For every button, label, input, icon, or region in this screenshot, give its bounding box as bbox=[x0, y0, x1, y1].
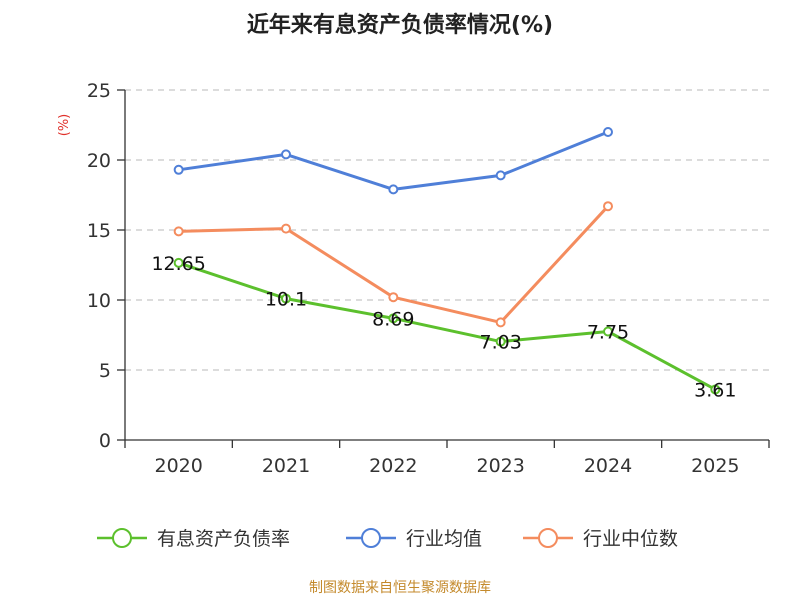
data-point bbox=[281, 149, 291, 160]
legend: 有息资产负债率 行业均值 行业中位数 bbox=[97, 528, 678, 550]
series-line-0 bbox=[177, 261, 717, 391]
series-line-1 bbox=[177, 130, 610, 191]
data-point bbox=[388, 184, 399, 195]
legend-label: 行业均值 bbox=[406, 528, 482, 550]
x-tick-label: 2021 bbox=[262, 455, 310, 477]
legend-label: 有息资产负债率 bbox=[157, 528, 290, 550]
data-label: 7.75 bbox=[587, 322, 629, 344]
data-label: 10.1 bbox=[265, 289, 307, 311]
x-tick-label: 2020 bbox=[154, 455, 202, 477]
y-tick-label: 10 bbox=[87, 290, 111, 312]
data-point bbox=[603, 201, 613, 212]
data-point bbox=[495, 336, 506, 347]
data-labels: 12.65 10.1 8.69 7.03 7.75 3.61 bbox=[151, 253, 736, 402]
data-point bbox=[281, 293, 291, 304]
data-point bbox=[495, 170, 506, 181]
data-point bbox=[173, 164, 184, 175]
x-tick-label: 2023 bbox=[476, 455, 524, 477]
data-point bbox=[173, 226, 184, 237]
data-label: 12.65 bbox=[151, 253, 205, 275]
series-layer bbox=[173, 127, 721, 395]
legend-marker bbox=[361, 528, 381, 548]
data-point bbox=[603, 127, 613, 137]
data-point bbox=[388, 292, 399, 303]
data-label: 8.69 bbox=[372, 308, 414, 330]
legend-marker bbox=[538, 528, 558, 548]
data-point bbox=[603, 326, 613, 337]
x-tick-label: 2024 bbox=[584, 455, 632, 477]
y-tick-label: 25 bbox=[87, 80, 111, 102]
y-tick-label: 20 bbox=[87, 150, 111, 172]
chart-title: 近年来有息资产负债率情况(%) bbox=[247, 12, 553, 38]
data-point bbox=[495, 317, 506, 328]
y-tick-label: 15 bbox=[87, 220, 111, 242]
y-tick-label: 0 bbox=[99, 430, 111, 452]
data-point bbox=[173, 257, 184, 268]
data-point bbox=[388, 313, 399, 324]
gridlines bbox=[125, 89, 769, 371]
legend-label: 行业中位数 bbox=[583, 528, 678, 550]
y-axis-label: (%) bbox=[57, 114, 72, 137]
series-line-2 bbox=[177, 204, 610, 324]
y-tick-label: 5 bbox=[99, 360, 111, 382]
data-label: 3.61 bbox=[694, 379, 736, 401]
source-note: 制图数据来自恒生聚源数据库 bbox=[309, 580, 491, 596]
x-tick-label: 2022 bbox=[369, 455, 417, 477]
data-label: 7.03 bbox=[480, 332, 522, 354]
x-tick-label: 2025 bbox=[691, 455, 739, 477]
legend-marker bbox=[112, 528, 132, 548]
data-point bbox=[281, 223, 291, 234]
data-point bbox=[710, 384, 721, 395]
